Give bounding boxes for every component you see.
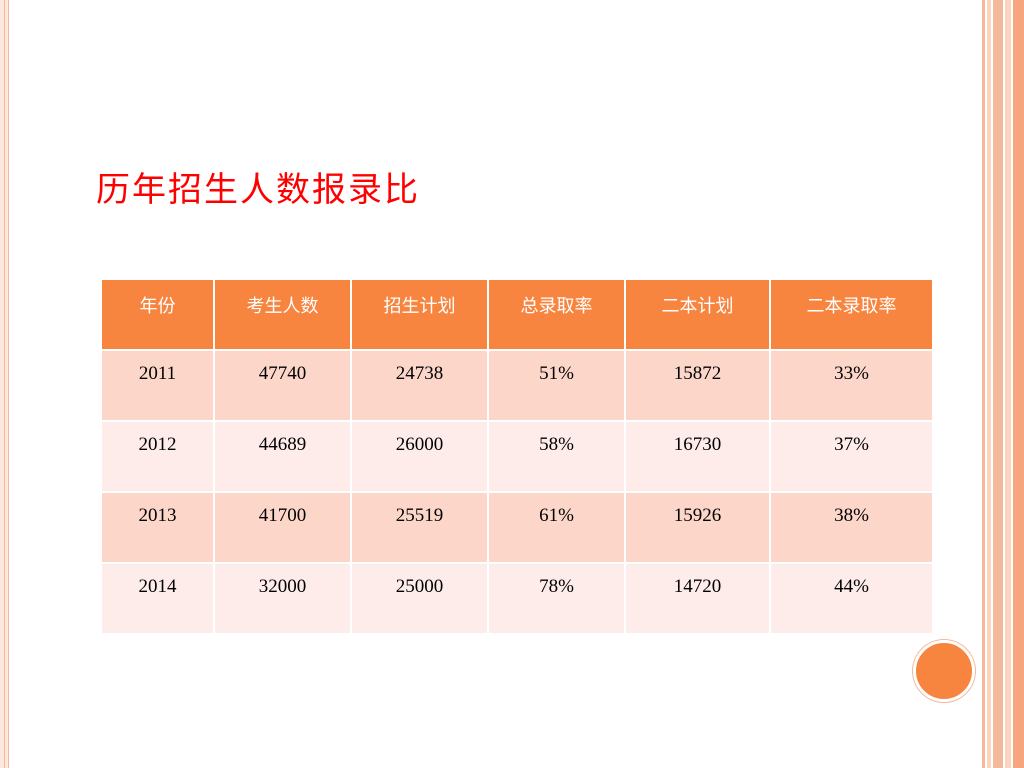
table-header-row: 年份 考生人数 招生计划 总录取率 二本计划 二本录取率	[100, 278, 934, 351]
table-cell: 25000	[350, 562, 489, 635]
table-row: 2011 47740 24738 51% 15872 33%	[100, 349, 934, 422]
stripe	[982, 0, 985, 768]
header-year: 年份	[100, 278, 215, 351]
header-applicants: 考生人数	[213, 278, 352, 351]
table-cell: 78%	[487, 562, 626, 635]
admissions-table: 年份 考生人数 招生计划 总录取率 二本计划 二本录取率 2011 47740 …	[100, 278, 934, 635]
table-cell: 51%	[487, 349, 626, 422]
header-total-admission-rate: 总录取率	[487, 278, 626, 351]
table-cell: 24738	[350, 349, 489, 422]
table-row: 2014 32000 25000 78% 14720 44%	[100, 562, 934, 635]
table-cell: 16730	[624, 420, 771, 493]
stripe	[987, 0, 991, 768]
table-cell: 41700	[213, 491, 352, 564]
table-cell: 61%	[487, 491, 626, 564]
stripe	[1005, 0, 1011, 768]
stripe	[993, 0, 1003, 768]
table-cell: 25519	[350, 491, 489, 564]
table-cell: 32000	[213, 562, 352, 635]
slide-title: 历年招生人数报录比	[96, 170, 420, 210]
table-cell: 44%	[769, 562, 934, 635]
table-cell: 2012	[100, 420, 215, 493]
table-cell: 26000	[350, 420, 489, 493]
table-cell: 15872	[624, 349, 771, 422]
table-row: 2012 44689 26000 58% 16730 37%	[100, 420, 934, 493]
table-cell: 58%	[487, 420, 626, 493]
table-cell: 2011	[100, 349, 215, 422]
header-enrollment-plan: 招生计划	[350, 278, 489, 351]
table-cell: 15926	[624, 491, 771, 564]
table-cell: 47740	[213, 349, 352, 422]
decorative-circle	[913, 640, 975, 702]
header-tier2-plan: 二本计划	[624, 278, 771, 351]
left-frame-border	[0, 0, 9, 768]
table-cell: 33%	[769, 349, 934, 422]
table-cell: 37%	[769, 420, 934, 493]
table-cell: 14720	[624, 562, 771, 635]
table-row: 2013 41700 25519 61% 15926 38%	[100, 491, 934, 564]
table-cell: 38%	[769, 491, 934, 564]
table-cell: 2013	[100, 491, 215, 564]
stripe	[1013, 0, 1024, 768]
table-cell: 2014	[100, 562, 215, 635]
table-cell: 44689	[213, 420, 352, 493]
right-frame-stripes	[982, 0, 1024, 768]
header-tier2-admission-rate: 二本录取率	[769, 278, 934, 351]
